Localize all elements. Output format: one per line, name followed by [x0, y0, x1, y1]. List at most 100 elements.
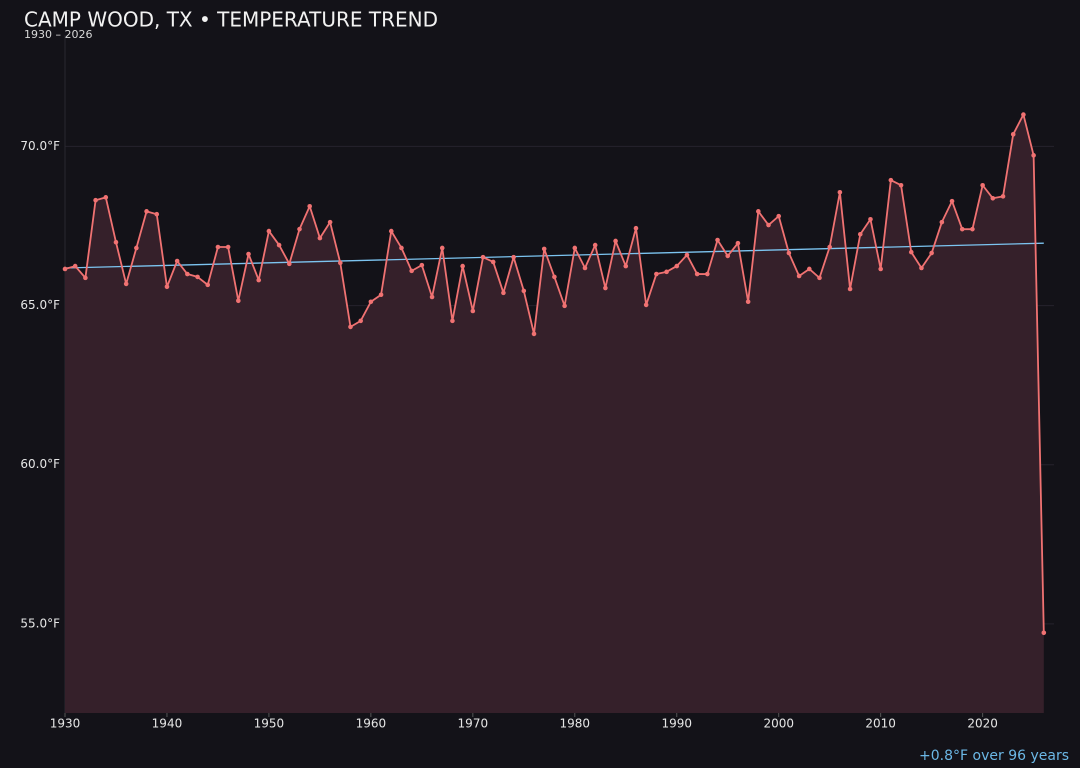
data-point: [307, 203, 313, 209]
data-point: [480, 254, 486, 260]
data-point: [174, 258, 180, 264]
data-point: [470, 308, 476, 314]
data-point: [694, 271, 700, 277]
data-point: [327, 219, 333, 225]
data-point: [429, 294, 435, 300]
x-tick-label: 1940: [152, 717, 183, 731]
data-point: [541, 246, 547, 252]
data-point: [337, 260, 343, 266]
data-point: [674, 263, 680, 269]
data-point: [837, 189, 843, 195]
data-point: [185, 271, 190, 277]
data-point: [256, 277, 262, 283]
data-point: [439, 245, 445, 251]
data-point: [888, 177, 894, 183]
data-point: [562, 303, 567, 309]
data-point: [358, 318, 363, 324]
data-point: [409, 268, 414, 274]
data-point: [348, 324, 353, 330]
data-point: [134, 245, 139, 251]
chart-title: CAMP WOOD, TX • TEMPERATURE TREND: [24, 8, 438, 32]
data-point: [215, 244, 221, 250]
data-point: [633, 225, 639, 231]
y-tick-label: 70.0°F: [20, 139, 60, 153]
data-point: [399, 245, 404, 251]
data-point: [460, 263, 465, 269]
data-point: [287, 261, 292, 267]
data-point: [664, 269, 669, 275]
data-point: [705, 271, 710, 277]
data-point: [939, 219, 945, 225]
data-point: [490, 259, 496, 265]
data-point: [654, 271, 659, 277]
trend-line: [64, 242, 1044, 269]
data-point: [878, 266, 883, 272]
data-point: [623, 263, 629, 269]
data-point: [521, 288, 527, 294]
data-point: [378, 292, 384, 298]
data-point: [572, 245, 578, 251]
data-point: [715, 237, 720, 243]
x-tick-label: 2020: [967, 717, 998, 731]
data-point: [582, 265, 588, 271]
y-tick-label: 65.0°F: [20, 298, 60, 312]
data-point: [1031, 153, 1036, 158]
x-tick-label: 1960: [356, 717, 387, 731]
data-point: [592, 242, 598, 248]
data-point: [898, 182, 904, 188]
data-point: [113, 239, 119, 245]
data-point: [643, 302, 649, 308]
data-point: [225, 244, 231, 250]
data-point: [1041, 630, 1047, 636]
data-point: [1021, 112, 1026, 117]
data-point: [908, 249, 914, 255]
data-point: [603, 285, 608, 291]
area: [65, 114, 1044, 714]
data-point: [83, 275, 88, 281]
data-point: [93, 197, 98, 203]
x-tick-label: 1970: [458, 717, 489, 731]
data-point: [684, 252, 690, 258]
data-point: [450, 318, 455, 324]
data-point: [501, 290, 506, 296]
data-point: [857, 231, 863, 237]
data-point: [154, 211, 160, 217]
data-point: [276, 242, 282, 248]
data-point: [123, 281, 129, 287]
y-tick-label: 55.0°F: [20, 616, 60, 630]
data-point: [205, 282, 211, 288]
data-point: [531, 331, 537, 337]
data-point: [266, 228, 272, 234]
data-point: [144, 209, 149, 214]
data-point: [297, 226, 302, 232]
data-point: [847, 286, 853, 292]
data-point: [511, 254, 516, 260]
data-point: [388, 228, 394, 234]
x-tick-label: 2000: [763, 717, 794, 731]
data-point: [317, 235, 323, 241]
data-point: [919, 265, 924, 271]
data-point: [745, 299, 751, 305]
data-point: [236, 298, 241, 304]
data-point: [868, 217, 873, 222]
data-point: [990, 195, 996, 201]
data-point: [164, 284, 170, 290]
data-point: [419, 262, 425, 268]
x-tick-label: 1980: [560, 717, 591, 731]
data-point: [62, 266, 68, 272]
data-point: [786, 250, 792, 256]
data-point: [949, 198, 955, 204]
data-point: [756, 209, 761, 214]
data-point: [368, 299, 374, 305]
data-point: [195, 274, 200, 280]
data-point: [806, 266, 812, 272]
data-point: [735, 240, 741, 246]
data-point: [72, 263, 78, 269]
data-point: [766, 222, 771, 228]
chart-subtitle: 1930 – 2026: [24, 28, 92, 41]
data-point: [103, 195, 109, 200]
data-point: [552, 274, 557, 280]
data-point: [959, 226, 965, 232]
data-point: [796, 273, 802, 279]
